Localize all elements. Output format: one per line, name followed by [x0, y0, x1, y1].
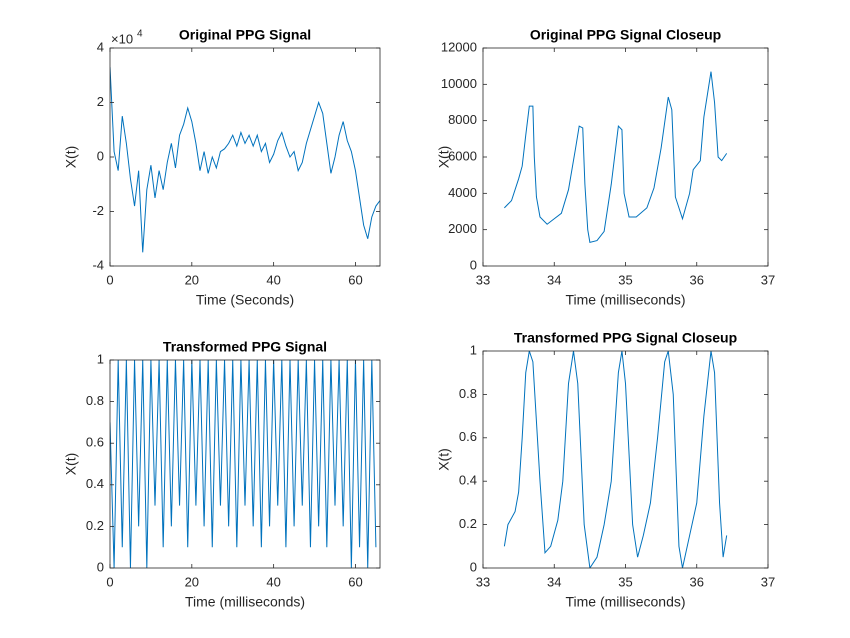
x-tick-label: 20	[185, 574, 199, 589]
plot-area	[110, 67, 380, 253]
y-tick-label: 0.8	[459, 386, 477, 401]
y-tick-label: 2	[97, 94, 104, 109]
plot-area	[504, 71, 728, 243]
y-axis-label: X(t)	[436, 146, 452, 169]
plot-area	[110, 360, 377, 568]
y-tick-label: -4	[92, 257, 104, 272]
x-tick-label: 40	[266, 272, 280, 287]
y-tick-label: 12000	[441, 39, 477, 54]
x-tick-label: 20	[185, 272, 199, 287]
y-tick-label: 0.6	[459, 429, 477, 444]
x-tick-label: 36	[690, 272, 704, 287]
y-tick-label: 4000	[448, 185, 477, 200]
axes-background	[110, 360, 380, 568]
y-tick-label: 1	[470, 342, 477, 357]
x-tick-label: 60	[348, 574, 362, 589]
x-tick-label: 37	[761, 574, 775, 589]
chart-title: Transformed PPG Signal Closeup	[514, 330, 737, 346]
axes-background	[110, 48, 380, 266]
x-tick-label: 0	[106, 574, 113, 589]
chart-title: Transformed PPG Signal	[163, 339, 327, 355]
y-exponent: 4	[137, 29, 143, 40]
y-tick-label: 6000	[448, 148, 477, 163]
y-tick-label: 0	[97, 559, 104, 574]
plot-area	[503, 351, 728, 568]
y-axis-label: X(t)	[63, 453, 79, 476]
x-axis-label: Time (milliseconds)	[565, 292, 685, 308]
x-tick-label: 36	[690, 574, 704, 589]
y-exponent-base: ×10	[111, 31, 133, 46]
y-tick-label: 0.4	[459, 473, 477, 488]
signal-line	[503, 351, 728, 568]
y-axis-label: X(t)	[436, 448, 452, 471]
signal-line	[110, 67, 380, 253]
x-tick-label: 37	[761, 272, 775, 287]
y-tick-label: 1	[97, 351, 104, 366]
y-tick-label: 0	[470, 257, 477, 272]
chart-title: Original PPG Signal Closeup	[530, 27, 721, 43]
axes-background	[483, 48, 768, 266]
x-tick-label: 60	[348, 272, 362, 287]
x-axis-label: Time (Seconds)	[196, 292, 294, 308]
y-tick-label: 0.2	[459, 516, 477, 531]
x-tick-label: 34	[547, 574, 561, 589]
signal-line	[110, 360, 377, 568]
y-tick-label: 4	[97, 39, 104, 54]
y-tick-label: 0	[97, 148, 104, 163]
y-tick-label: 0.4	[86, 476, 104, 491]
y-axis-label: X(t)	[63, 146, 79, 169]
x-axis-label: Time (milliseconds)	[185, 594, 305, 610]
x-tick-label: 34	[547, 272, 561, 287]
x-tick-label: 35	[618, 272, 632, 287]
x-tick-label: 33	[476, 574, 490, 589]
y-tick-label: 0.2	[86, 518, 104, 533]
axes-box	[109, 359, 381, 569]
x-tick-label: 0	[106, 272, 113, 287]
y-tick-label: 2000	[448, 221, 477, 236]
y-tick-label: 10000	[441, 76, 477, 91]
y-tick-label: 0.6	[86, 435, 104, 450]
x-tick-label: 33	[476, 272, 490, 287]
x-axis-label: Time (milliseconds)	[565, 594, 685, 610]
y-tick-label: 0	[470, 559, 477, 574]
y-tick-label: 0.8	[86, 393, 104, 408]
signal-line	[504, 71, 728, 243]
y-tick-label: 8000	[448, 112, 477, 127]
y-tick-label: -2	[92, 203, 104, 218]
x-tick-label: 35	[618, 574, 632, 589]
x-tick-label: 40	[266, 574, 280, 589]
chart-title: Original PPG Signal	[179, 27, 311, 43]
